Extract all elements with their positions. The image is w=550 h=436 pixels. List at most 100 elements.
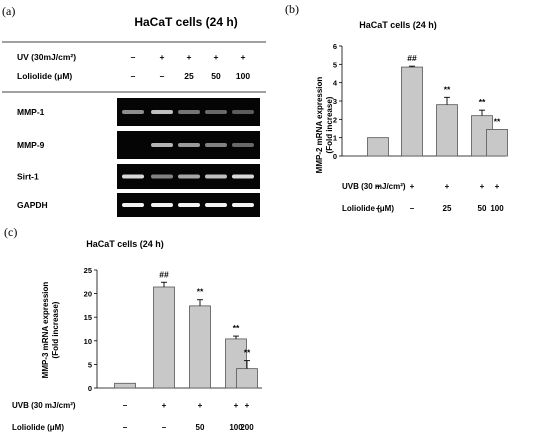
- gel-band: [232, 110, 254, 114]
- treatment-row-value: 100: [490, 204, 504, 213]
- panel-c-ylabel-line1: MMP-3 mRNA expression: [41, 282, 50, 379]
- gel-band: [205, 143, 227, 147]
- panel-a: (a) HaCaT cells (24 h) UV (30mJ/cm²) – + + +…: [2, 4, 266, 217]
- treatment-row-value: +: [234, 401, 239, 410]
- significance-mark: **: [233, 323, 240, 333]
- treatment-row-value: –: [162, 423, 167, 432]
- treatment-row-value: +: [495, 182, 500, 191]
- y-tick-label: 0: [88, 384, 92, 393]
- panel-a-row-value: +: [214, 52, 219, 62]
- panel-a-row-value: –: [160, 71, 165, 81]
- gel-label-gapdh: GAPDH: [17, 200, 48, 210]
- panel-b-letter: (b): [285, 2, 299, 16]
- treatment-row-value: 50: [196, 423, 205, 432]
- bar: [114, 382, 136, 389]
- treatment-row-value: –: [410, 204, 415, 213]
- y-tick-label: 5: [88, 360, 92, 369]
- gel-band: [151, 110, 173, 114]
- treatment-row-value: +: [410, 182, 415, 191]
- gel-band: [205, 110, 227, 114]
- treatment-row-value: +: [245, 401, 250, 410]
- bar: [367, 137, 389, 157]
- y-tick-label: 25: [84, 266, 92, 275]
- y-tick-label: 20: [84, 290, 92, 299]
- panel-c-title: HaCaT cells (24 h): [86, 239, 164, 249]
- panel-a-row-value: 50: [211, 71, 221, 81]
- gel-band: [151, 203, 173, 207]
- panel-a-row-value: 25: [184, 71, 194, 81]
- gel-band: [122, 110, 144, 114]
- panel-c-chart: 0 5 10 15 20 25 ## ** ** ** UVB (30 mJ/cm²) – + + + + Lo…: [12, 266, 262, 432]
- treatment-row-value: +: [445, 182, 450, 191]
- gel-band: [232, 174, 254, 179]
- panel-a-treatment-rows: UV (30mJ/cm²) – + + + + Loliolide (μM) – – 25 50 10…: [17, 52, 250, 81]
- y-tick-label: 3: [333, 97, 337, 106]
- gel-label-mmp-9: MMP-9: [17, 140, 45, 150]
- gel-band: [178, 174, 200, 179]
- significance-mark: **: [494, 116, 501, 126]
- panel-a-row-value: +: [241, 52, 246, 62]
- bar: [401, 66, 423, 157]
- bar: [153, 286, 175, 389]
- significance-mark: ##: [159, 269, 169, 279]
- treatment-row-label: UVB (30 mJ/cm²): [342, 182, 406, 191]
- panel-b-ylabel-line2: (Fold increase): [325, 96, 334, 153]
- panel-c: (c) HaCaT cells (24 h) MMP-3 mRNA expres…: [4, 225, 262, 432]
- panel-a-row-label: Loliolide (μM): [17, 71, 72, 81]
- bar: [436, 104, 458, 157]
- treatment-row-value: –: [376, 182, 381, 191]
- treatment-row-value: –: [123, 423, 128, 432]
- panel-a-row-label: UV (30mJ/cm²): [17, 52, 76, 62]
- treatment-row-value: 50: [478, 204, 487, 213]
- treatment-row-value: 25: [443, 204, 452, 213]
- y-tick-label: 0: [333, 152, 337, 161]
- significance-mark: **: [479, 97, 486, 107]
- treatment-row-label: UVB (30 mJ/cm²): [12, 401, 76, 410]
- treatment-row-value: +: [198, 401, 203, 410]
- gel-band: [178, 143, 200, 147]
- gel-band: [151, 174, 173, 179]
- panel-a-row-value: +: [160, 52, 165, 62]
- y-tick-label: 6: [333, 42, 337, 51]
- panel-a-gels: MMP-1 MMP-9 Sirt-1 GAPDH: [17, 98, 260, 217]
- gel-band: [122, 174, 144, 179]
- treatment-row-value: +: [162, 401, 167, 410]
- gel-band: [205, 174, 227, 179]
- y-tick-label: 4: [333, 79, 338, 88]
- gel-band: [178, 203, 200, 207]
- panel-a-row-value: –: [131, 52, 136, 62]
- panel-b: (b) HaCaT cells (24 h) MMP-2 mRNA expres…: [285, 2, 508, 213]
- significance-mark: **: [444, 84, 451, 94]
- y-tick-label: 1: [333, 134, 337, 143]
- treatment-row-label: Loliolide (μM): [342, 204, 394, 213]
- treatment-row-value: +: [480, 182, 485, 191]
- panel-a-letter: (a): [2, 4, 15, 18]
- bar: [486, 129, 508, 157]
- treatment-row-value: –: [123, 401, 128, 410]
- gel-band: [232, 143, 254, 147]
- panel-a-row-value: 100: [236, 71, 250, 81]
- panel-a-row-value: –: [131, 71, 136, 81]
- treatment-row-value: 200: [240, 423, 254, 432]
- y-tick-label: 2: [333, 115, 337, 124]
- y-tick-label: 15: [84, 313, 92, 322]
- y-tick-label: 10: [84, 337, 92, 346]
- gel-band: [178, 110, 200, 114]
- y-tick-label: 5: [333, 60, 337, 69]
- bar: [189, 305, 211, 389]
- gel-band: [122, 203, 144, 207]
- gel-label-mmp-1: MMP-1: [17, 107, 45, 117]
- panel-c-letter: (c): [4, 225, 17, 239]
- treatment-row-label: Loliolide (μM): [12, 423, 64, 432]
- significance-mark: **: [197, 287, 204, 297]
- bar: [236, 368, 258, 389]
- treatment-row-value: 100: [229, 423, 243, 432]
- significance-mark: ##: [407, 53, 417, 63]
- panel-b-ylabel-line1: MMP-2 mRNA expression: [315, 77, 324, 174]
- panel-b-title: HaCaT cells (24 h): [359, 20, 437, 30]
- panel-a-row-value: +: [187, 52, 192, 62]
- treatment-row-value: –: [376, 204, 381, 213]
- gel-band: [232, 203, 254, 207]
